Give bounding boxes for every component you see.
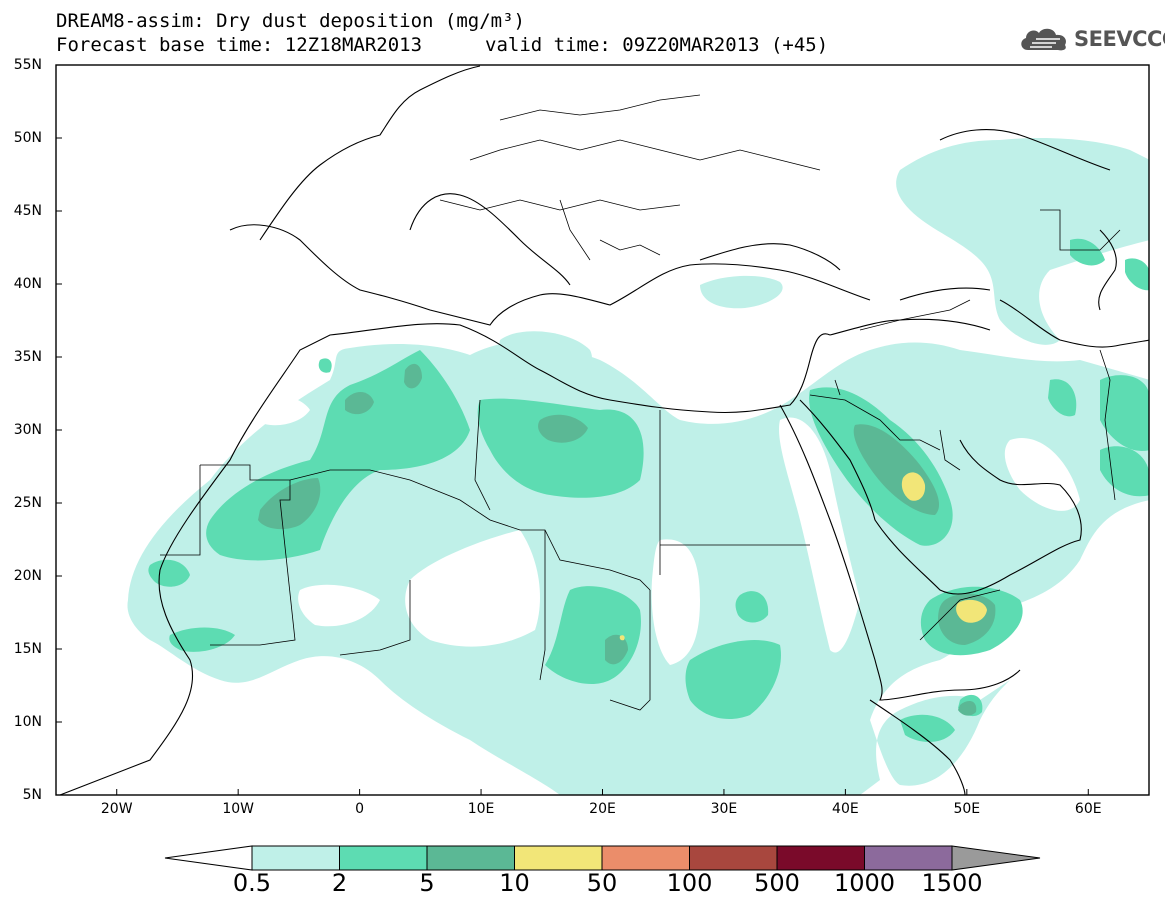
colorbar-swatch bbox=[514, 845, 603, 871]
lat-label: 30N bbox=[13, 422, 42, 438]
colorbar-label: 1500 bbox=[921, 869, 983, 897]
colorbar-swatch bbox=[601, 845, 690, 871]
lon-label: 10W bbox=[222, 801, 254, 817]
lon-label: 20E bbox=[589, 801, 616, 817]
colorbar-swatch bbox=[251, 845, 340, 871]
lon-label: 20W bbox=[100, 801, 133, 817]
lon-label: 60E bbox=[1074, 801, 1102, 817]
logo-text: SEEVCCC bbox=[1074, 27, 1165, 51]
forecast-base-time: Forecast base time: 12Z18MAR2013 bbox=[56, 34, 423, 56]
lat-label: 55N bbox=[13, 57, 42, 73]
lat-label: 10N bbox=[13, 714, 42, 730]
colorbar-label: 100 bbox=[666, 869, 713, 897]
colorbar-label: 50 bbox=[586, 869, 618, 897]
colorbar-label: 0.5 bbox=[232, 869, 272, 897]
dust-layer-clear bbox=[246, 394, 1080, 665]
lat-label: 5N bbox=[22, 787, 42, 803]
colorbar-high-arrow bbox=[951, 845, 1041, 871]
lat-label: 20N bbox=[13, 568, 42, 584]
colorbar-label: 1000 bbox=[833, 869, 896, 897]
seevccc-logo: SEEVCCC bbox=[1018, 26, 1165, 52]
colorbar-swatch bbox=[776, 845, 865, 871]
colorbar-swatch bbox=[339, 845, 428, 871]
colorbar-swatch bbox=[689, 845, 778, 871]
lon-label: 40E bbox=[832, 801, 859, 817]
cloud-icon bbox=[1021, 28, 1066, 51]
colorbar-swatch bbox=[426, 845, 515, 871]
colorbar-swatch bbox=[864, 845, 953, 871]
colorbar-label: 500 bbox=[754, 869, 800, 897]
valid-time: valid time: 09Z20MAR2013 (+45) bbox=[485, 34, 829, 56]
lon-label: 30E bbox=[710, 801, 738, 817]
colorbar-label: 5 bbox=[419, 869, 435, 897]
coastlines bbox=[59, 65, 1149, 795]
lat-label: 25N bbox=[13, 495, 42, 511]
lat-label: 15N bbox=[13, 641, 42, 657]
colorbar-label: 2 bbox=[331, 869, 348, 897]
colorbar-low-arrow bbox=[164, 845, 253, 871]
lat-label: 45N bbox=[13, 203, 42, 219]
map-title: DREAM8-assim: Dry dust deposition (mg/m³… bbox=[56, 10, 525, 32]
dust-layer-high bbox=[619, 472, 987, 641]
lon-label: 10E bbox=[467, 801, 495, 817]
lon-label: 0 bbox=[355, 801, 365, 817]
lon-label: 50E bbox=[953, 801, 981, 817]
country-borders bbox=[160, 94, 1121, 711]
lat-label: 40N bbox=[13, 276, 42, 292]
lat-label: 35N bbox=[13, 349, 42, 365]
lat-label: 50N bbox=[13, 130, 42, 146]
colorbar-label: 10 bbox=[499, 869, 530, 897]
